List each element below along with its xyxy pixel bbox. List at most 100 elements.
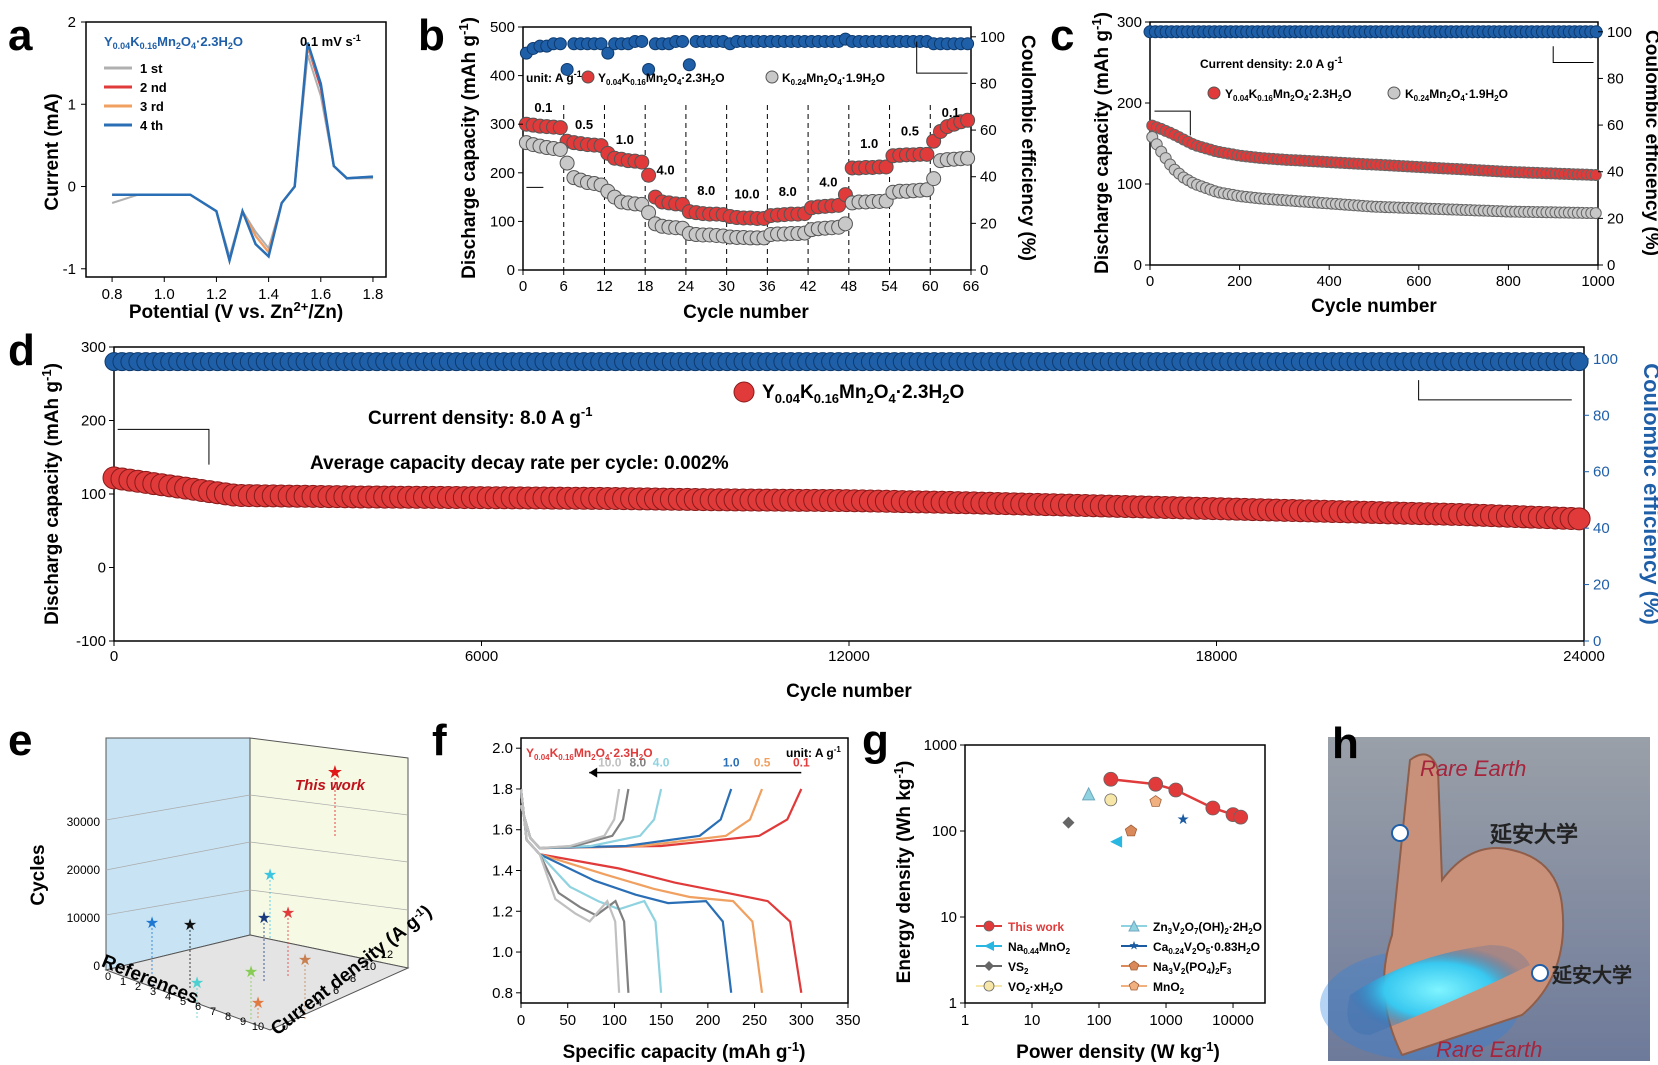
panel-b-label: b (418, 11, 445, 60)
capacity-point (960, 150, 976, 166)
y2-tick-label: 20 (980, 215, 997, 232)
capacity-point (837, 216, 853, 232)
grid-line (249, 794, 409, 816)
panel-c-plot-area (1143, 25, 1603, 220)
capacity-point (552, 120, 568, 136)
panel-d-ticks: 0 6000 12000 18000 24000-1000100200300020406… (76, 339, 1618, 665)
x-tick-label: 0 (1146, 273, 1154, 290)
y2-tick-label: 40 (980, 169, 997, 186)
x-tick-label: 48 (840, 278, 857, 295)
y2-tick-label: 80 (1607, 70, 1624, 87)
legend-label: Zn3V2O7(OH)2·2H2O (1153, 920, 1262, 936)
y2-tick-label: 100 (1607, 24, 1632, 41)
capacity-point (919, 146, 935, 162)
y2-tick-label: 100 (980, 29, 1005, 46)
x-tick-label: 6 (560, 278, 568, 295)
panel-h: Rare Earth Rare Earth 延安大学 延安大学 h (1320, 719, 1650, 1062)
ce-point (594, 37, 608, 51)
x-tick-label: 9 (240, 1016, 246, 1028)
x-tick-label: 8 (225, 1011, 231, 1023)
x-tick-label: 36 (759, 278, 776, 295)
capacity-point (1589, 207, 1602, 220)
panel-a-ylabel: Current (mA) (42, 93, 63, 210)
panel-c-frame (1149, 21, 1599, 266)
panel-d-legend: Y0.04K0.16Mn2O4·2.3H2O (733, 381, 964, 406)
panel-g-plot-area: ★ (1062, 771, 1249, 848)
panel-a-legend: 1 st 2 nd 3 rd 4 th (104, 61, 167, 133)
panel-g: g ★ This work Na0.44MnO2 VS2 VO2·xH2O Zn3V2O… (862, 716, 1266, 1063)
panel-g-label: g (862, 716, 889, 765)
legend-label: This work (1008, 920, 1064, 934)
rate-label: 4.0 (819, 175, 837, 190)
arrow-right (916, 41, 968, 74)
photo-text-rare-earth-bottom: Rare Earth (1436, 1037, 1542, 1062)
data-point (1168, 782, 1184, 798)
y2-tick-label: 60 (980, 122, 997, 139)
y-tick-label: 10 (940, 909, 957, 926)
capacity-point (878, 159, 894, 175)
x-tick-label: 2 (135, 981, 141, 993)
capacity-point (641, 205, 657, 221)
panel-g-ticks: 1 10 100 1000 10000 1 10 100 1000 (924, 737, 1254, 1029)
panel-e-left-wall (105, 737, 251, 971)
ce-point (560, 62, 574, 76)
discharge-curve (519, 788, 630, 993)
panel-a-ticks: 0.8 1.0 1.2 1.4 1.6 1.8 -1 0 1 2 (63, 14, 384, 303)
x-tick-label: 66 (963, 278, 980, 295)
z-tick-label: 8 (350, 973, 356, 985)
grid-line (105, 889, 251, 916)
x-tick-label: 1.4 (258, 286, 279, 303)
legend-marker (984, 961, 994, 971)
reference-star: ★ (244, 964, 258, 981)
data-point (1148, 776, 1164, 792)
data-point (1233, 809, 1249, 825)
y-tick-label: 200 (490, 165, 515, 182)
x-tick-label: 6000 (465, 648, 498, 665)
panel-d-xlabel: Cycle number (786, 681, 912, 702)
data-point (1104, 793, 1118, 807)
legend-marker (1128, 960, 1140, 971)
legend-label: Y0.04K0.16Mn2O4·2.3H2O (762, 382, 964, 406)
x-tick-label: 1000 (1149, 1012, 1182, 1029)
y2-tick-label: 0 (980, 262, 988, 279)
panel-g-ylabel: Energy density (Wh kg-1) (891, 761, 915, 984)
panel-a-plot-area (111, 42, 374, 266)
panel-g-frame (964, 744, 1266, 1004)
y-tick-label: 1.6 (492, 822, 513, 839)
photo-logo-text-2: 延安大学 (1551, 963, 1632, 987)
panel-a-scan-rate: 0.1 mV s-1 (300, 33, 361, 49)
x-tick-label: 200 (1227, 273, 1252, 290)
grid-line (105, 841, 251, 871)
ce-point (961, 37, 975, 51)
data-point (1103, 771, 1119, 787)
x-tick-label: 1.2 (206, 286, 227, 303)
x-tick-label: 300 (789, 1012, 814, 1029)
y-tick-label: 1.8 (492, 781, 513, 798)
panel-d-ylabel2: Coulombic efficiency (%) (1639, 363, 1658, 625)
y-tick-label: 100 (1117, 176, 1142, 193)
panel-f-unit: unit: A g-1 (786, 745, 841, 760)
y-tick-label: 0 (1134, 257, 1142, 274)
x-tick-label: 150 (649, 1012, 674, 1029)
legend-marker: ★ (1129, 939, 1140, 953)
x-tick-label: 1.6 (310, 286, 331, 303)
y-tick-label: 1000 (924, 737, 957, 754)
legend-label: MnO2 (1153, 980, 1185, 996)
x-tick-label: 3 (150, 986, 156, 998)
x-tick-label: 0 (519, 278, 527, 295)
legend-label: 2 nd (140, 80, 167, 95)
x-tick-label: 400 (1317, 273, 1342, 290)
charge-curve (519, 788, 630, 850)
ce-point (1569, 352, 1589, 372)
legend-label: Na3V2(PO4)2F3 (1153, 960, 1232, 976)
legend-label: Y0.04K0.16Mn2O4·2.3H2O (598, 71, 725, 87)
y-tick-label: 1.2 (492, 903, 513, 920)
panel-f-xlabel: Specific capacity (mAh g-1) (563, 1039, 806, 1063)
x-tick-label: 600 (1406, 273, 1431, 290)
x-tick-label: 6 (195, 1001, 201, 1013)
y2-tick-label: 20 (1593, 577, 1610, 594)
reference-star: ★ (281, 905, 295, 922)
rate-label: 0.5 (575, 117, 593, 132)
y-tick-label: 10000 (67, 911, 101, 925)
panel-f-plot-area: 10.0 8.0 4.0 1.0 0.5 0.1 (519, 756, 810, 993)
